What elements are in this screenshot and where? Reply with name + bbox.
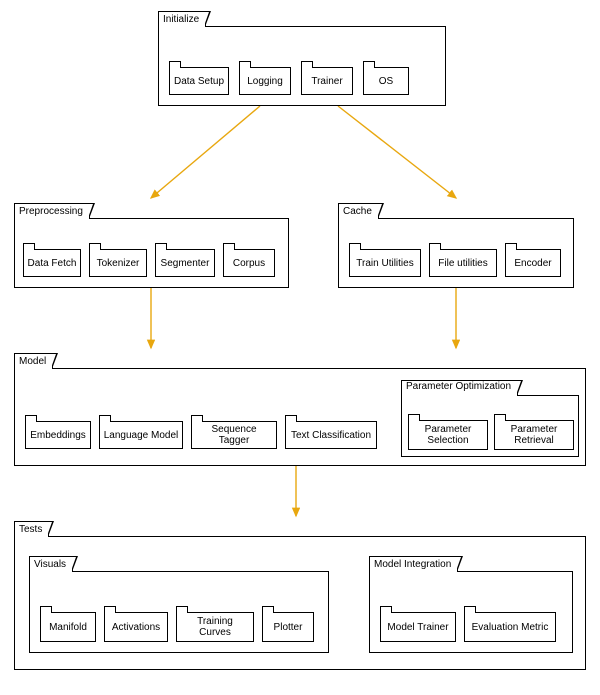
module-os: OS [363,67,409,95]
module-activations: Activations [104,612,168,642]
label: Plotter [274,622,303,633]
module-logging: Logging [239,67,291,95]
label: Preprocessing [19,206,83,217]
label: Parameter Optimization [406,381,511,392]
label: Tests [19,524,42,535]
label: Initialize [163,14,199,25]
package-initialize: Initialize Data Setup Logging Trainer OS [158,26,446,106]
label: Manifold [49,622,87,633]
label: Logging [247,76,283,87]
module-train-utilities: Train Utilities [349,249,421,277]
package-tab-preprocessing: Preprocessing [14,203,90,219]
module-tokenizer: Tokenizer [89,249,147,277]
label: Evaluation Metric [472,622,549,633]
label: Activations [112,622,160,633]
package-tab-tests: Tests [14,521,49,537]
label: Parameter Retrieval [498,424,570,446]
module-embeddings: Embeddings [25,421,91,449]
label: Text Classification [291,430,371,441]
label: Model Integration [374,559,451,570]
label: Segmenter [161,258,210,269]
label: Training Curves [180,616,250,638]
module-sequence-tagger: Sequence Tagger [191,421,277,449]
label: Encoder [514,258,551,269]
diagram-canvas: Initialize Data Setup Logging Trainer OS… [8,8,592,687]
edge-initialize-preprocessing [151,106,260,198]
label: Sequence Tagger [195,424,273,446]
module-evaluation-metric: Evaluation Metric [464,612,556,642]
label: Trainer [311,76,342,87]
module-parameter-retrieval: Parameter Retrieval [494,420,574,450]
package-tab-visuals: Visuals [29,556,73,572]
package-model-integration: Model Integration Model Trainer Evaluati… [369,571,573,653]
label: Data Fetch [28,258,77,269]
label: Data Setup [174,76,224,87]
label: Cache [343,206,372,217]
package-tab-model-integration: Model Integration [369,556,458,572]
package-parameter-optimization: Parameter Optimization Parameter Selecti… [401,395,579,457]
label: Corpus [233,258,265,269]
package-tab-model: Model [14,353,53,369]
module-corpus: Corpus [223,249,275,277]
package-model: Model Embeddings Language Model Sequence… [14,368,586,466]
module-file-utilities: File utilities [429,249,497,277]
label: Model [19,356,46,367]
module-data-setup: Data Setup [169,67,229,95]
label: Tokenizer [97,258,140,269]
label: Language Model [104,430,179,441]
module-data-fetch: Data Fetch [23,249,81,277]
module-training-curves: Training Curves [176,612,254,642]
package-visuals: Visuals Manifold Activations Training Cu… [29,571,329,653]
package-preprocessing: Preprocessing Data Fetch Tokenizer Segme… [14,218,289,288]
label: File utilities [438,258,487,269]
label: Train Utilities [356,258,413,269]
label: Parameter Selection [412,424,484,446]
module-model-trainer: Model Trainer [380,612,456,642]
package-tab-cache: Cache [338,203,379,219]
package-tests: Tests Visuals Manifold Activations Train… [14,536,586,670]
module-encoder: Encoder [505,249,561,277]
module-trainer: Trainer [301,67,353,95]
edge-initialize-cache [338,106,456,198]
package-tab-param-opt: Parameter Optimization [401,380,518,396]
module-segmenter: Segmenter [155,249,215,277]
label: Embeddings [30,430,86,441]
module-parameter-selection: Parameter Selection [408,420,488,450]
module-language-model: Language Model [99,421,183,449]
module-manifold: Manifold [40,612,96,642]
label: Visuals [34,559,66,570]
label: OS [379,76,393,87]
module-text-classification: Text Classification [285,421,377,449]
module-plotter: Plotter [262,612,314,642]
label: Model Trainer [387,622,448,633]
package-tab-initialize: Initialize [158,11,206,27]
package-cache: Cache Train Utilities File utilities Enc… [338,218,574,288]
